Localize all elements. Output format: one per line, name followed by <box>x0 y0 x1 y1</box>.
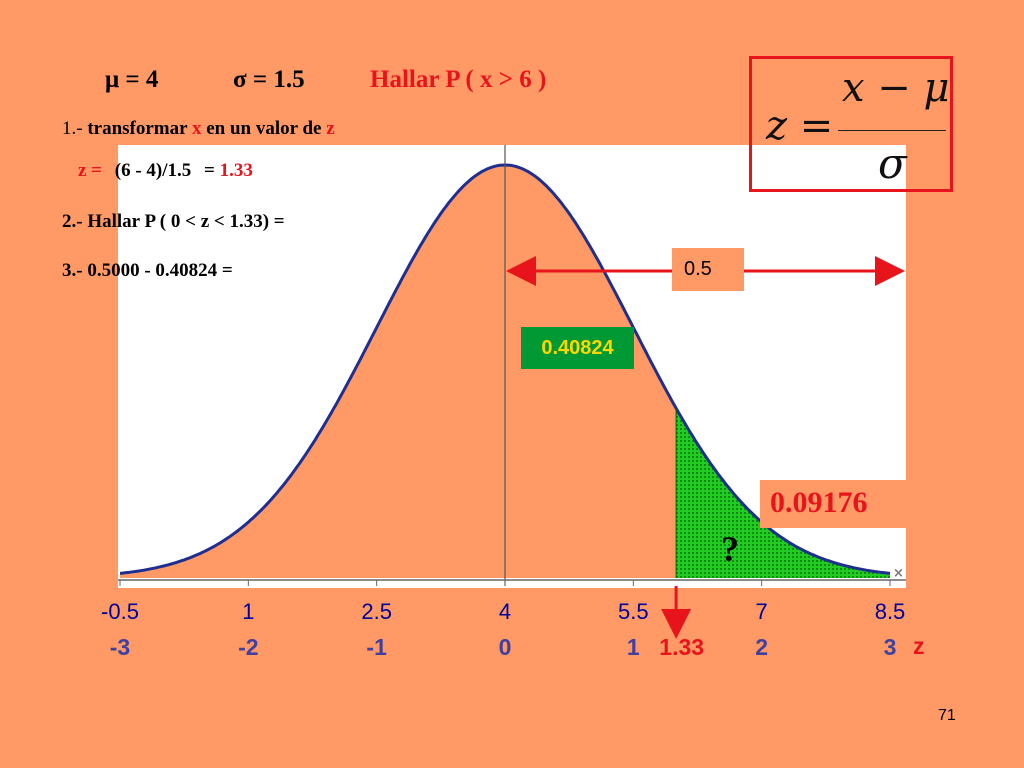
x-tick-label: 4 <box>498 599 512 624</box>
half-area-label: 0.5 <box>672 248 744 291</box>
step-2: 2.- Hallar P ( 0 < z < 1.33) = <box>62 211 285 232</box>
z-tick-label: 3 <box>883 634 897 660</box>
formula-fraction-bar <box>838 130 946 131</box>
shaded-tail-area <box>676 408 890 578</box>
z-computation: z = (6 - 4)/1.5 = 1.33 <box>78 160 253 182</box>
page-number: 71 <box>938 707 956 724</box>
axis-ticks <box>119 580 891 586</box>
sigma-label: σ = 1.5 <box>233 66 305 93</box>
z-tick-label: 0 <box>498 634 512 660</box>
z-computation-expr: (6 - 4)/1.5 <box>114 160 192 181</box>
step-1-z: z <box>326 118 335 139</box>
z-tick-label: -2 <box>238 634 259 660</box>
step-1: 1.- transformar x en un valor de z <box>62 118 335 140</box>
middle-area-label: 0.40824 <box>521 327 634 369</box>
step-1-x: x <box>191 118 202 139</box>
formula-lhs: z = <box>766 103 834 149</box>
step-1-text-a: transformar <box>87 118 188 139</box>
step-1-number: 1.- <box>62 118 83 139</box>
z-computation-label: z = <box>78 160 103 181</box>
z-tick-label: 2 <box>755 634 769 660</box>
x-tick-label: 5.5 <box>618 599 649 624</box>
z-computation-value: 1.33 <box>219 160 253 181</box>
axis-x-glyph: × <box>893 566 904 581</box>
answer-label: 0.09176 <box>760 480 913 528</box>
x-tick-label: 2.5 <box>361 599 392 624</box>
mean-label: μ = 4 <box>105 66 159 93</box>
z-formula-box: z = x − μ σ <box>749 56 953 192</box>
step-1-text-b: en un valor de <box>206 118 322 139</box>
z-computation-eq: = <box>204 160 215 181</box>
z-tick-label: 1 <box>626 634 640 660</box>
formula-numerator: x − μ <box>842 65 950 111</box>
task-title: Hallar P ( x > 6 ) <box>370 66 547 93</box>
formula-denominator: σ <box>878 139 907 188</box>
step-3: 3.- 0.5000 - 0.40824 = <box>62 260 233 281</box>
z-tick-label: 1.33 <box>659 634 705 660</box>
x-tick-label: 8.5 <box>874 599 906 624</box>
z-tick-label: -3 <box>109 634 131 660</box>
z-tick-label: -1 <box>366 634 387 660</box>
x-tick-label: 1 <box>242 599 255 624</box>
question-mark: ? <box>721 529 739 569</box>
z-axis-label: z <box>913 633 925 659</box>
x-tick-label: 7 <box>755 599 768 624</box>
x-tick-label: -0.5 <box>101 599 139 624</box>
